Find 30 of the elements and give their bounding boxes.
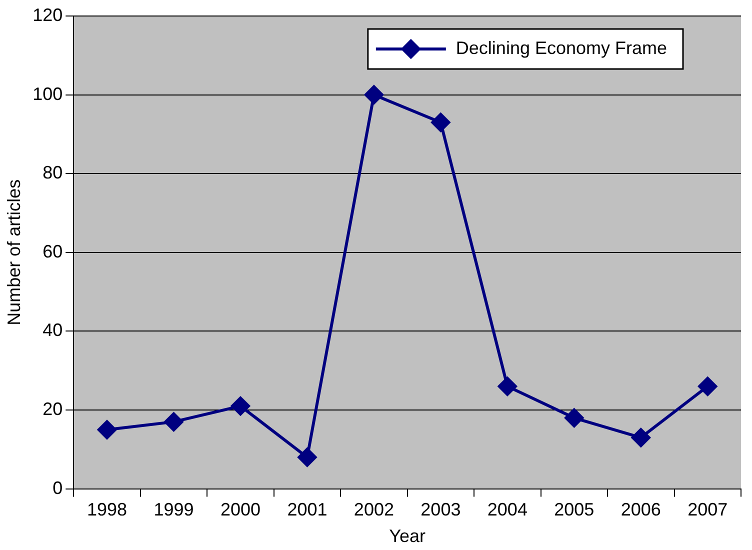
y-tick-label: 20 xyxy=(42,398,63,419)
legend-label: Declining Economy Frame xyxy=(456,38,667,58)
y-tick-label: 40 xyxy=(42,320,63,340)
point xyxy=(164,412,184,432)
x-tick-label: 2007 xyxy=(688,500,728,520)
y-tick-label: 60 xyxy=(42,241,63,262)
y-tick-label: 100 xyxy=(32,84,63,104)
y-tick-label: 0 xyxy=(52,478,63,498)
y-tick-label: 80 xyxy=(42,162,63,183)
point xyxy=(498,376,517,396)
x-tick-label: 2001 xyxy=(287,500,328,520)
y-axis-title: Number of articles xyxy=(4,179,24,326)
y-tick-label: 120 xyxy=(32,4,63,25)
x-tick-label: 2006 xyxy=(620,500,661,520)
point xyxy=(98,420,116,440)
x-tick-label: 2000 xyxy=(220,500,260,520)
point xyxy=(698,376,718,396)
x-tick-label: 1998 xyxy=(86,500,128,520)
point xyxy=(298,448,317,467)
x-tick-label: 1999 xyxy=(154,500,194,520)
x-axis-title: Year xyxy=(389,526,426,546)
x-tick-label: 2005 xyxy=(554,500,594,520)
point xyxy=(431,112,450,132)
x-tick-label: 2004 xyxy=(487,500,528,520)
x-tick-label: 2003 xyxy=(420,500,461,520)
point xyxy=(364,85,384,104)
point xyxy=(631,428,650,448)
x-tick-label: 2002 xyxy=(354,500,394,520)
point xyxy=(564,408,584,428)
point xyxy=(230,396,250,416)
